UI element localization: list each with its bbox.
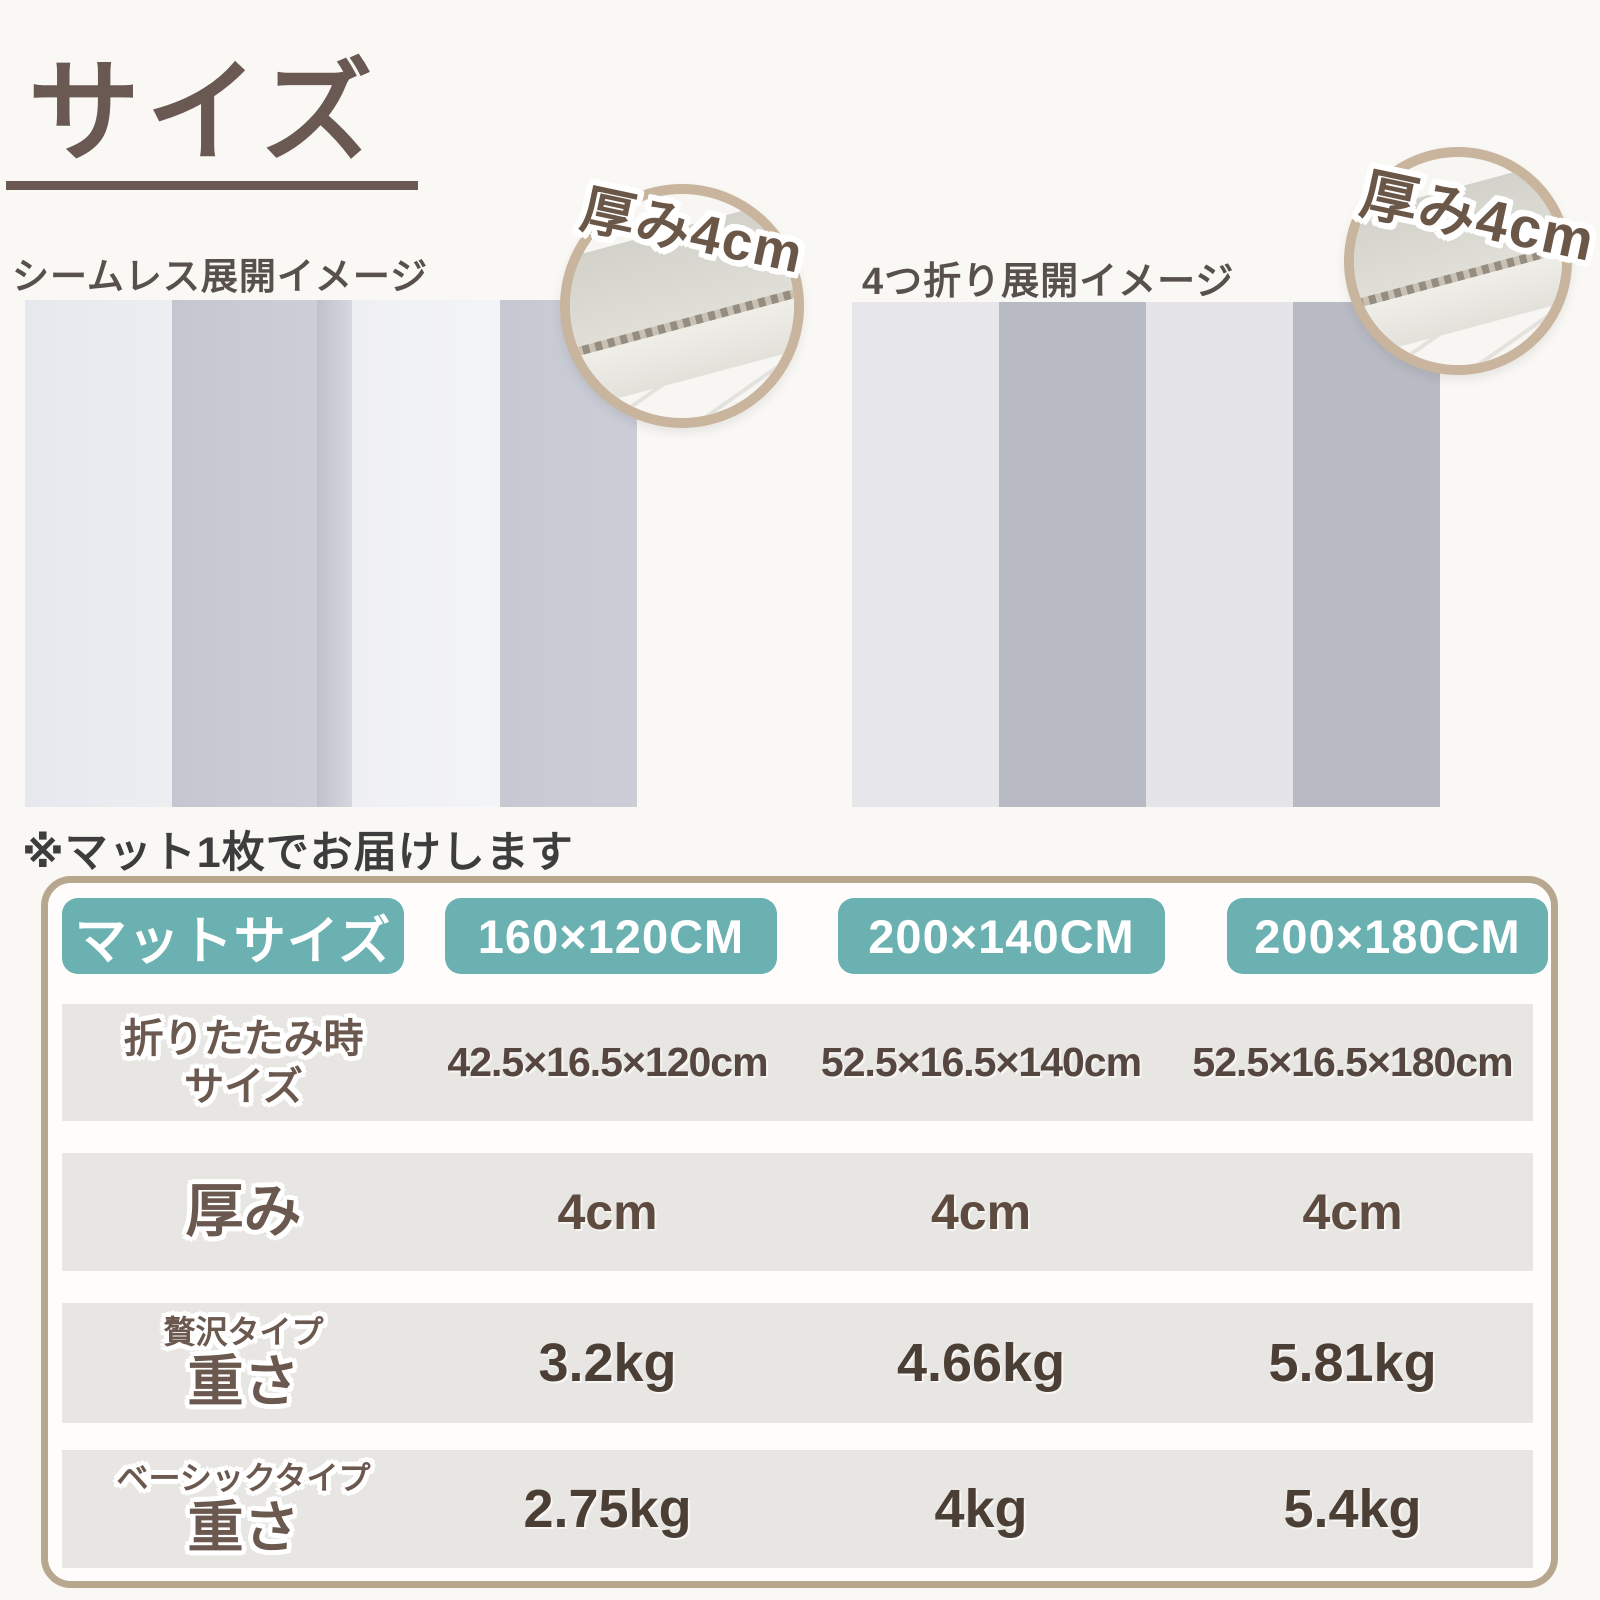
weight-luxury-value: 4.66kg — [896, 1333, 1066, 1393]
row-label-folded-size: 折りたたみ時 サイズ — [62, 1015, 425, 1111]
weight-basic-value: 2.75kg — [523, 1479, 692, 1539]
folded-size-value: 52.5×16.5×180cm — [1192, 1039, 1513, 1085]
page-title: サイズ — [28, 50, 379, 175]
row-label-line: ベーシックタイプ — [116, 1459, 371, 1496]
table-row-weight-basic: ベーシックタイプ 重さ 2.75kg 4kg 5.4kg — [62, 1450, 1533, 1568]
mat-stripe — [25, 300, 172, 807]
section-label-fourfold: 4つ折り展開イメージ — [862, 261, 1235, 303]
title-underline — [6, 181, 418, 190]
table-row-thickness: 厚み 4cm 4cm 4cm — [62, 1153, 1533, 1271]
table-row-folded-size: 折りたたみ時 サイズ 42.5×16.5×120cm 52.5×16.5×140… — [62, 1004, 1533, 1121]
mat-stripe — [852, 302, 999, 807]
table-header-size-200x140: 200×140CM — [838, 898, 1165, 974]
table-header-mat-size: マットサイズ — [62, 898, 404, 974]
table-row-weight-luxury: 贅沢タイプ 重さ 3.2kg 4.66kg 5.81kg — [62, 1303, 1533, 1423]
section-label-seamless: シームレス展開イメージ — [12, 256, 429, 297]
row-label-line: 重さ — [187, 1495, 300, 1559]
weight-basic-value: 4kg — [934, 1479, 1028, 1539]
row-label-line: 重さ — [187, 1349, 300, 1413]
mat-stripe — [1293, 302, 1440, 807]
mat-stripe — [999, 302, 1146, 807]
thickness-photo-circle-right — [1344, 147, 1572, 375]
mat-stripe — [352, 300, 500, 807]
mat-stripe — [172, 300, 317, 807]
size-table: マットサイズ 160×120CM 200×140CM 200×180CM 折りた… — [41, 876, 1558, 1588]
mat-fold-seam — [317, 300, 352, 807]
table-header-size-160x120: 160×120CM — [445, 898, 777, 974]
row-label-thickness: 厚み — [62, 1183, 425, 1241]
table-header-size-200x180: 200×180CM — [1227, 898, 1548, 974]
mat-stripe — [1146, 302, 1293, 807]
thickness-photo-circle-left — [560, 184, 804, 428]
row-label-line: 贅沢タイプ — [163, 1313, 324, 1350]
weight-basic-value: 5.4kg — [1283, 1479, 1422, 1539]
weight-luxury-value: 3.2kg — [538, 1333, 677, 1393]
thickness-value: 4cm — [557, 1184, 658, 1240]
thickness-value: 4cm — [1302, 1184, 1403, 1240]
folded-size-value: 42.5×16.5×120cm — [447, 1039, 768, 1085]
thickness-value: 4cm — [930, 1184, 1032, 1240]
folded-size-value: 52.5×16.5×140cm — [820, 1039, 1142, 1085]
weight-luxury-value: 5.81kg — [1268, 1333, 1437, 1393]
row-label-line: 厚み — [185, 1179, 302, 1244]
row-label-weight-luxury: 贅沢タイプ 重さ — [62, 1314, 425, 1412]
mat-image-seamless — [25, 300, 637, 807]
row-label-line: サイズ — [184, 1064, 303, 1109]
delivery-note: ※マット1枚でお届けします — [22, 829, 574, 877]
row-label-line: 折りたたみ時 — [123, 1016, 364, 1061]
mat-image-fourfold — [852, 302, 1440, 807]
row-label-weight-basic: ベーシックタイプ 重さ — [62, 1460, 425, 1558]
